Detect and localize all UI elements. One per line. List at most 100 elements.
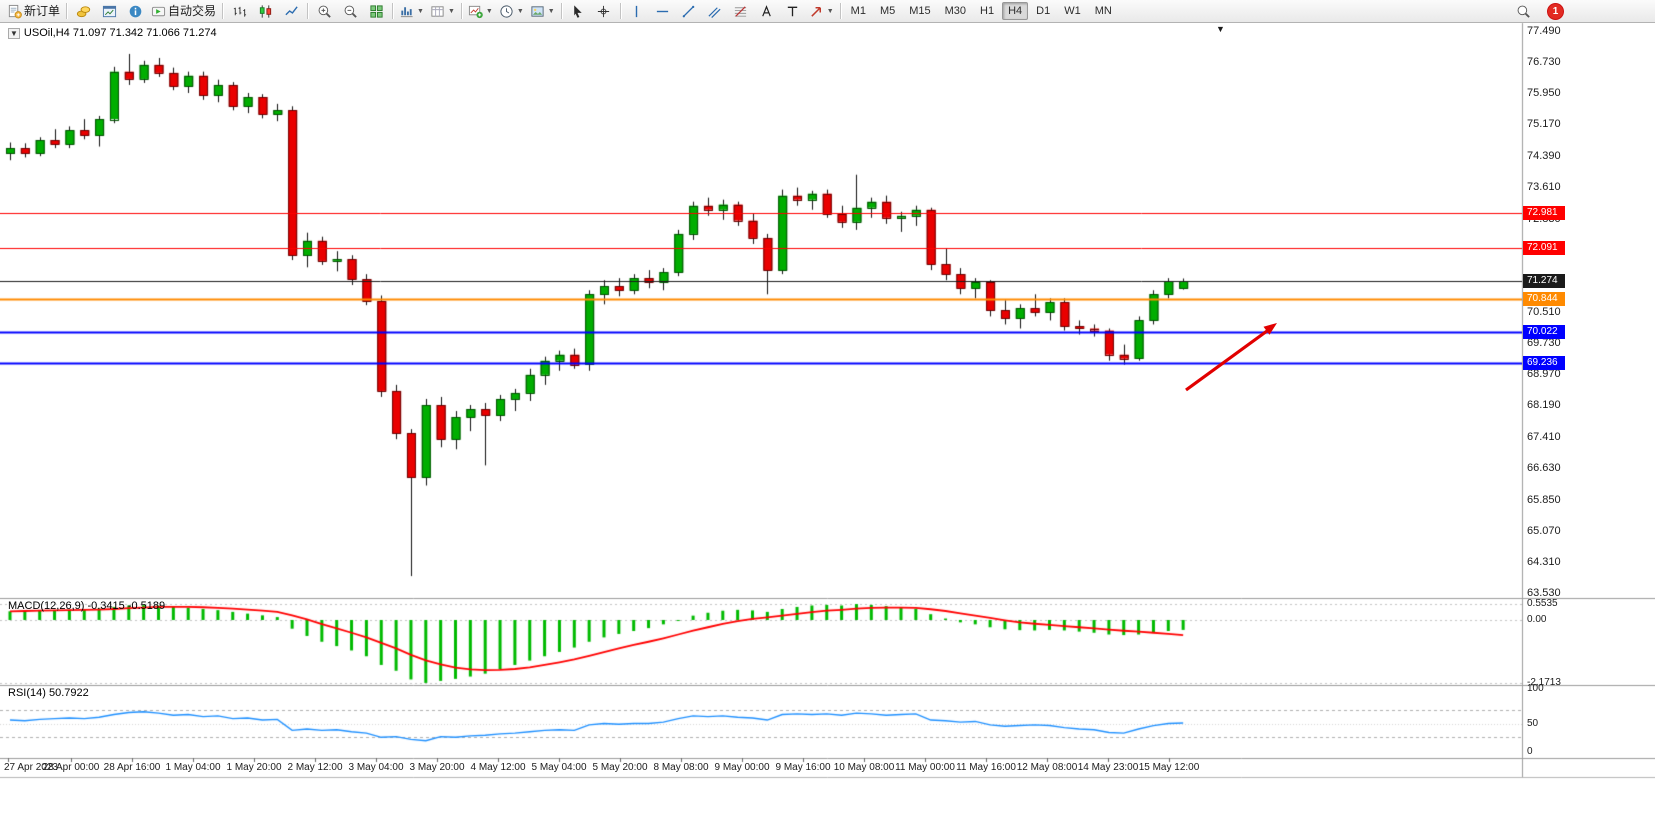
- candle-chart-button[interactable]: [252, 0, 278, 22]
- channel-icon: [707, 4, 722, 19]
- dropdown-arrow-icon: ▼: [547, 7, 555, 15]
- time-tick: 3 May 20:00: [409, 762, 465, 773]
- macd-axis-tick: -2.1713: [1527, 676, 1561, 688]
- toolbar-separator: [66, 3, 68, 19]
- chart-window-button[interactable]: [96, 0, 122, 22]
- time-axis[interactable]: 27 Apr 2023 28 Apr 00:00 28 Apr 16:00 1 May…: [0, 758, 1522, 777]
- price-tick: 73.610: [1527, 181, 1561, 194]
- label-button[interactable]: [780, 0, 806, 22]
- notification-badge[interactable]: 1: [1548, 3, 1563, 19]
- rsi-axis-tick: 100: [1527, 683, 1544, 694]
- new-order-button[interactable]: 新订单: [4, 0, 63, 22]
- zoom-out-icon: [343, 4, 358, 19]
- timeframe-button-m5[interactable]: M5: [879, 5, 896, 17]
- price-tick: 74.390: [1527, 149, 1561, 162]
- fibonacci-button[interactable]: [728, 0, 754, 22]
- price-tick: 77.490: [1527, 25, 1561, 37]
- time-tick: 12 May 08:00: [1016, 762, 1078, 773]
- time-tick: 10 May 08:00: [833, 762, 895, 773]
- dropdown-arrow-icon: ▼: [485, 7, 493, 15]
- market-watch-button[interactable]: [70, 0, 96, 22]
- rsi-axis-tick: 0: [1527, 746, 1533, 757]
- zoom-in-button[interactable]: [311, 0, 337, 22]
- timeframe-button-w1[interactable]: W1: [1064, 5, 1081, 17]
- dropdown-arrow-icon: ▼: [447, 7, 455, 15]
- time-tick: 4 May 12:00: [470, 762, 526, 773]
- bar-chart-icon: [232, 4, 247, 19]
- hline-icon: [655, 4, 670, 19]
- price-level-badge: 70.844: [1523, 291, 1565, 306]
- dropdown-arrow-icon: ▼: [826, 7, 834, 15]
- channel-button[interactable]: [702, 0, 728, 22]
- candle-chart-icon: [258, 4, 273, 19]
- time-tick: 11 May 00:00: [895, 762, 955, 773]
- timeframe-button-m15[interactable]: M15: [909, 5, 931, 17]
- time-tick: 9 May 16:00: [775, 762, 831, 773]
- arrows-button[interactable]: ▼: [806, 0, 837, 22]
- price-axis[interactable]: 77.49076.73075.95075.17074.39073.61072.8…: [1522, 23, 1655, 777]
- auto-trading-button[interactable]: 自动交易: [148, 0, 219, 22]
- label-t-icon: [785, 4, 800, 19]
- time-tick: 5 May 04:00: [531, 762, 587, 773]
- timeframe-button-d1[interactable]: D1: [1036, 5, 1051, 17]
- price-level-badge: 72.091: [1523, 241, 1565, 256]
- time-tick: 2 May 12:00: [287, 762, 343, 773]
- time-tick: 1 May 20:00: [226, 762, 282, 773]
- toolbar-separator: [619, 3, 621, 19]
- text-a-icon: [759, 4, 774, 19]
- cursor-button[interactable]: [565, 0, 591, 22]
- chart-window-icon: [102, 4, 117, 19]
- price-tick: 68.190: [1527, 399, 1561, 412]
- timeframe-button-m1[interactable]: M1: [850, 5, 866, 17]
- autotrade-icon: [151, 4, 166, 19]
- search-button[interactable]: [1510, 0, 1536, 22]
- price-tick: 68.970: [1527, 367, 1561, 380]
- community-button[interactable]: [122, 0, 148, 22]
- line-chart-button[interactable]: [278, 0, 304, 22]
- horizontal-line-button[interactable]: [650, 0, 676, 22]
- periods-button[interactable]: ▼: [427, 0, 458, 22]
- toolbar-separator: [460, 3, 462, 19]
- templates-button[interactable]: ▼: [527, 0, 558, 22]
- dropdown-arrow-icon: ▼: [516, 7, 524, 15]
- crosshair-button[interactable]: [591, 0, 617, 22]
- timeframe-button-mn[interactable]: MN: [1094, 5, 1112, 17]
- doc-plus-icon: [7, 4, 22, 19]
- toolbar-right: 1: [1510, 0, 1563, 22]
- price-tick: 66.630: [1527, 462, 1561, 475]
- macd-axis-tick: 0.5535: [1527, 597, 1558, 609]
- price-tick: 75.170: [1527, 118, 1561, 131]
- collapse-ohlc-button[interactable]: ▼: [8, 27, 20, 39]
- bar-chart-button[interactable]: [226, 0, 252, 22]
- vertical-line-button[interactable]: [624, 0, 650, 22]
- time-tick: 27 Apr 2023: [4, 762, 58, 773]
- indicators-icon: [399, 4, 414, 19]
- indicators-button[interactable]: ▼: [396, 0, 427, 22]
- trendline-button[interactable]: [676, 0, 702, 22]
- price-level-badge: 72.981: [1523, 205, 1565, 220]
- time-tick: 28 Apr 16:00: [103, 762, 161, 773]
- annotation-arrow[interactable]: [1180, 312, 1290, 400]
- price-tick: 70.510: [1527, 306, 1561, 318]
- time-tick: 28 Apr 00:00: [42, 762, 100, 773]
- cycles-button[interactable]: ▼: [496, 0, 527, 22]
- text-button[interactable]: [754, 0, 780, 22]
- periods-icon: [430, 4, 445, 19]
- timeframe-button-m30[interactable]: M30: [944, 5, 967, 17]
- price-level-badge: 71.274: [1523, 274, 1565, 289]
- price-tick: 63.530: [1527, 587, 1561, 599]
- tile-windows-icon: [369, 4, 384, 19]
- timeframe-button-h1[interactable]: H1: [980, 5, 995, 17]
- time-tick: 1 May 04:00: [165, 762, 221, 773]
- macd-axis-tick: 0.00: [1527, 614, 1547, 625]
- arrow-shape-icon: [809, 4, 824, 19]
- tile-windows-button[interactable]: [363, 0, 389, 22]
- zoom-out-button[interactable]: [337, 0, 363, 22]
- price-tick: 65.070: [1527, 525, 1561, 537]
- new-chart-button[interactable]: ▼: [465, 0, 496, 22]
- timeframe-button-h4[interactable]: H4: [1002, 2, 1029, 20]
- trendline-icon: [681, 4, 696, 19]
- fibo-icon: [733, 4, 748, 19]
